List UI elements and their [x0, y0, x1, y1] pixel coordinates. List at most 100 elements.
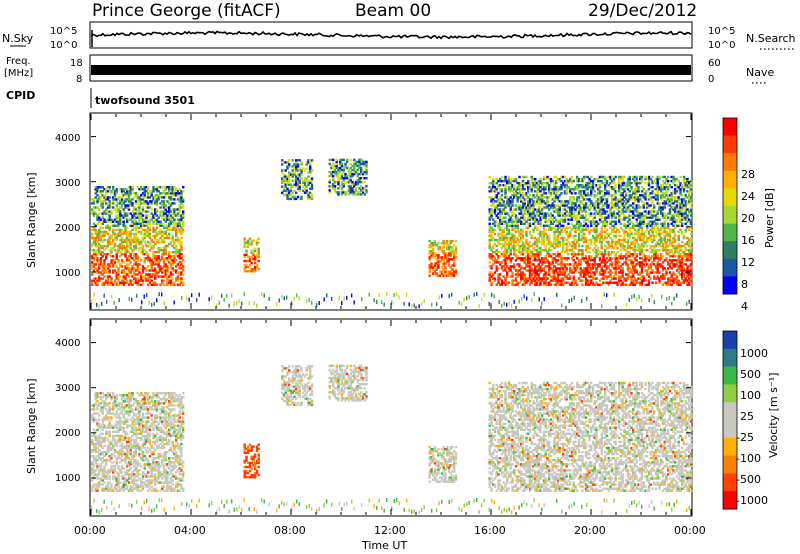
power-echo-cell [155, 240, 159, 244]
power-echo-cell [639, 261, 642, 264]
power-echo-cell [604, 230, 607, 234]
power-echo-cell [565, 186, 568, 189]
power-echo-cell [180, 226, 183, 229]
power-echo-cell [574, 242, 577, 246]
power-echo-cell [493, 238, 497, 242]
power-echo-cell [143, 224, 146, 227]
power-echo-cell [120, 279, 124, 282]
power-echo-cell [182, 206, 185, 209]
power-echo-cell [525, 238, 528, 242]
power-echo-cell [646, 271, 649, 274]
power-echo-cell [94, 283, 97, 286]
power-echo-cell [101, 246, 104, 250]
power-echo-cell [661, 249, 665, 252]
power-echo-cell [612, 210, 616, 213]
power-echo-cell [535, 210, 539, 213]
power-echo-cell [577, 277, 581, 280]
power-echo-cell [96, 206, 99, 209]
power-echo-cell [506, 196, 509, 199]
power-echo-cell [614, 200, 617, 203]
power-echo-cell [101, 265, 104, 268]
power-echo-cell [105, 230, 108, 234]
power-echo-cell [175, 238, 178, 242]
power-echo-cell [488, 265, 491, 268]
power-echo-cell [583, 206, 586, 209]
power-echo-cell [525, 210, 528, 213]
power-echo-cell [507, 177, 511, 181]
power-echo-cell [563, 208, 567, 211]
power-echo-cell [129, 279, 132, 282]
power-echo-cell [337, 168, 340, 172]
power-echo-cell [563, 192, 567, 195]
power-echo-cell [607, 194, 610, 197]
power-echo-cell [340, 193, 344, 196]
power-echo-cell [639, 251, 642, 254]
power-echo-cell [247, 245, 250, 248]
power-echo-cell [516, 188, 519, 191]
power-echo-cell [593, 204, 596, 207]
power-echo-cell [288, 177, 291, 180]
power-echo-cell [147, 257, 150, 260]
power-echo-cell [134, 255, 138, 258]
power-echo-cell [178, 210, 181, 213]
power-echo-cell [108, 218, 111, 221]
power-echo-cell [247, 239, 250, 242]
power-echo-cell [124, 192, 127, 195]
power-echo-cell [171, 277, 174, 280]
power-echo-cell [495, 214, 498, 217]
power-echo-cell [581, 184, 584, 187]
power-echo-cell [556, 212, 560, 215]
power-echo-cell [257, 251, 260, 255]
power-echo-cell [502, 251, 505, 254]
power-echo-cell [656, 186, 659, 189]
power-echo-cell [548, 267, 551, 270]
power-echo-cell [527, 269, 530, 272]
power-echo-cell [168, 186, 171, 189]
power-echo-cell [525, 230, 528, 234]
power-echo-cell [647, 181, 651, 185]
power-echo-cell [661, 269, 665, 272]
power-echo-cell [565, 190, 568, 193]
power-echo-cell [563, 228, 567, 232]
power-echo-cell [169, 242, 173, 246]
power-echo-cell [625, 208, 628, 211]
power-echo-cell [499, 196, 502, 199]
power-echo-cell [565, 238, 568, 242]
power-echo-cell [354, 187, 358, 190]
power-echo-cell [440, 266, 444, 269]
power-echo-cell [99, 244, 103, 248]
power-echo-cell [152, 202, 155, 205]
power-echo-cell [168, 234, 171, 238]
power-echo-cell [647, 265, 651, 268]
power-echo-cell [630, 198, 633, 201]
power-echo-cell [157, 186, 160, 189]
power-echo-cell [614, 204, 617, 207]
power-echo-cell [96, 218, 99, 221]
power-echo-cell [623, 188, 626, 191]
power-echo-cell [339, 177, 342, 180]
power-echo-cell [535, 255, 539, 258]
power-echo-cell [162, 192, 166, 195]
power-echo-cell [516, 249, 519, 252]
power-echo-cell [171, 198, 174, 201]
power-echo-cell [563, 214, 567, 217]
power-echo-cell [291, 173, 294, 176]
power-echo-cell [168, 275, 171, 278]
power-echo-cell [611, 188, 614, 191]
power-echo-cell [654, 222, 658, 225]
power-echo-cell [525, 259, 528, 262]
power-echo-cell [439, 256, 442, 259]
power-echo-cell [600, 283, 603, 286]
power-echo-cell [520, 184, 523, 187]
power-echo-cell [605, 190, 609, 193]
power-echo-cell [340, 172, 344, 176]
power-echo-cell [520, 244, 523, 248]
power-echo-cell [544, 196, 547, 199]
power-echo-cell [612, 234, 616, 238]
power-echo-cell [570, 246, 574, 250]
power-echo-cell [660, 210, 663, 213]
power-echo-cell [577, 222, 581, 225]
power-echo-cell [295, 167, 298, 170]
power-echo-cell [632, 206, 635, 209]
power-echo-cell [353, 193, 356, 196]
